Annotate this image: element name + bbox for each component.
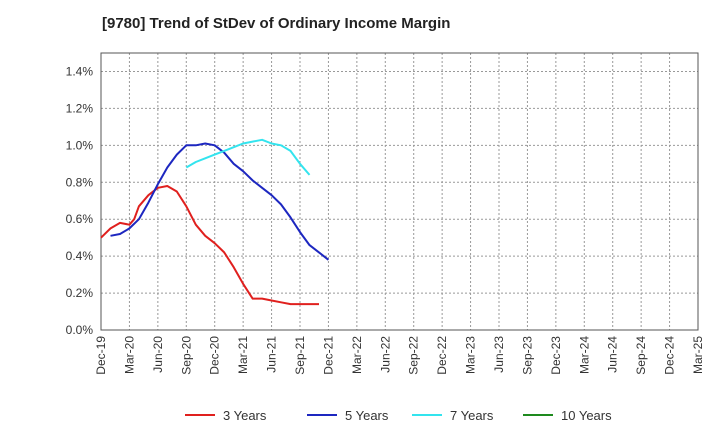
x-tick-label: Mar-22 [350, 336, 364, 374]
plot-area [101, 53, 698, 330]
x-tick-label: Jun-23 [492, 336, 506, 373]
x-tick-label: Sep-23 [520, 336, 534, 375]
x-tick-label: Sep-22 [407, 336, 421, 375]
x-tick-label: Dec-24 [663, 336, 677, 375]
legend-label: 10 Years [561, 408, 612, 423]
x-tick-label: Mar-23 [464, 336, 478, 374]
y-tick-label: 0.8% [66, 175, 94, 189]
x-tick-label: Dec-23 [549, 336, 563, 375]
x-tick-label: Mar-25 [691, 336, 705, 374]
x-tick-label: Jun-20 [151, 336, 165, 373]
x-tick-label: Mar-20 [122, 336, 136, 374]
y-tick-label: 0.4% [66, 249, 94, 263]
x-tick-label: Mar-24 [577, 336, 591, 374]
y-tick-label: 1.0% [66, 138, 94, 152]
x-tick-label: Mar-21 [236, 336, 250, 374]
x-tick-label: Jun-21 [265, 336, 279, 373]
x-tick-label: Sep-21 [293, 336, 307, 375]
x-tick-label: Sep-24 [634, 336, 648, 375]
y-tick-label: 0.0% [66, 323, 94, 337]
x-tick-label: Jun-24 [606, 336, 620, 373]
x-tick-label: Jun-22 [378, 336, 392, 373]
x-tick-label: Dec-19 [94, 336, 108, 375]
y-tick-label: 1.4% [66, 64, 94, 78]
x-tick-label: Dec-20 [208, 336, 222, 375]
series-line [100, 185, 319, 306]
x-tick-label: Dec-22 [435, 336, 449, 375]
x-tick-label: Dec-21 [321, 336, 335, 375]
chart-title: [9780] Trend of StDev of Ordinary Income… [102, 15, 451, 32]
legend-label: 7 Years [450, 408, 494, 423]
y-tick-label: 0.6% [66, 212, 94, 226]
plot-border [100, 52, 699, 331]
series-line [110, 142, 330, 261]
legend-label: 5 Years [345, 408, 389, 423]
series-line [185, 138, 311, 176]
y-tick-label: 0.2% [66, 286, 94, 300]
x-tick-label: Sep-20 [179, 336, 193, 375]
legend-label: 3 Years [223, 408, 267, 423]
y-tick-label: 1.2% [66, 101, 94, 115]
